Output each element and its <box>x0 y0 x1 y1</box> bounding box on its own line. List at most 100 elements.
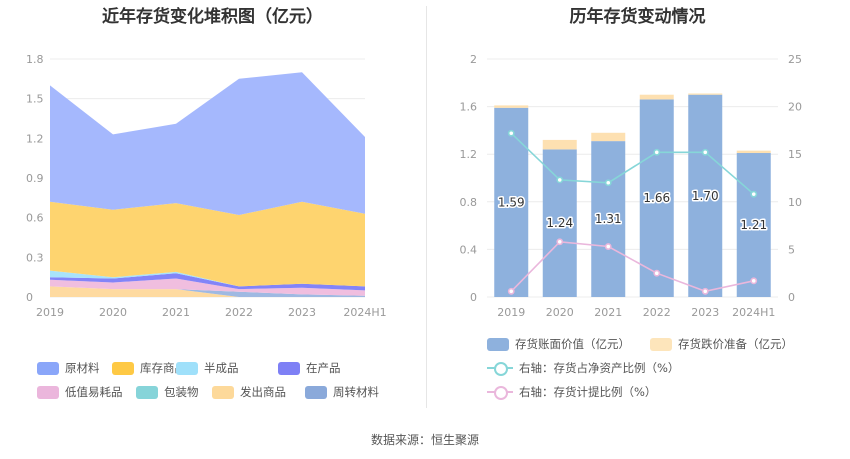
legend-swatch <box>37 361 59 375</box>
line-point <box>653 148 661 156</box>
right-x-tick-label: 2020 <box>546 306 574 319</box>
left-y-tick-label: 1.2 <box>26 132 44 145</box>
legend-swatch <box>305 385 327 399</box>
bar-impairment <box>736 150 771 154</box>
legend-swatch <box>37 385 59 399</box>
right-x-tick-label: 2019 <box>497 306 525 319</box>
right-y-tick-label: 0.8 <box>460 196 478 209</box>
bar-book-value <box>591 141 626 297</box>
right-y-tick-label: 0.4 <box>460 243 478 256</box>
legend-swatch <box>136 385 158 399</box>
legend-label: 在产品 <box>306 361 341 375</box>
left-y-tick-label: 0.3 <box>26 251 44 264</box>
legend-item-semi-finished[interactable]: 半成品 <box>176 360 239 376</box>
legend-label: 存货账面价值（亿元） <box>515 337 630 351</box>
left-x-tick-label: 2022 <box>225 306 253 319</box>
line-inventory-ratio <box>510 132 755 195</box>
area-series <box>50 72 365 215</box>
left-x-tick-label: 2020 <box>99 306 127 319</box>
area-series <box>50 270 365 287</box>
right-x-tick-label: 2024H1 <box>732 306 775 319</box>
legend-swatch <box>487 337 509 351</box>
bar-impairment <box>639 94 674 100</box>
line-point <box>604 243 612 250</box>
line-point <box>556 176 564 184</box>
legend-item-provision-ratio[interactable]: 右轴：存货计提比例（%） <box>487 384 656 400</box>
legend-swatch <box>212 385 234 399</box>
legend-label: 库存商品 <box>140 361 186 375</box>
right-y2-tick-label: 10 <box>788 196 802 209</box>
legend-item-inventory-ratio[interactable]: 右轴：存货占净资产比例（%） <box>487 360 679 376</box>
legend-label: 原材料 <box>65 361 100 375</box>
legend-swatch <box>112 361 134 375</box>
bar-book-value <box>494 107 529 297</box>
legend-item-packaging[interactable]: 包装物 <box>136 384 199 400</box>
bar-book-value <box>639 99 674 298</box>
line-point <box>507 129 515 137</box>
area-series <box>50 286 365 297</box>
legend-label: 包装物 <box>164 385 199 399</box>
legend-item-impairment[interactable]: 存货跌价准备（亿元） <box>650 336 793 352</box>
right-y-tick-label: 2 <box>470 53 477 66</box>
bar-impairment <box>591 132 626 142</box>
legend-item-finished-goods[interactable]: 库存商品 <box>112 360 186 376</box>
right-y-tick-label: 1.2 <box>460 148 478 161</box>
legend-label: 右轴：存货计提比例（%） <box>519 385 657 399</box>
legend-item-wip[interactable]: 在产品 <box>278 360 341 376</box>
line-point <box>750 277 758 285</box>
panel-divider <box>426 6 427 408</box>
legend-swatch <box>176 361 198 375</box>
bar-value-label: 1.66 <box>643 191 670 205</box>
right-y-tick-label: 0 <box>470 291 477 304</box>
line-point <box>653 269 661 277</box>
right-y-tick-label: 1.6 <box>460 101 478 114</box>
bar-value-label: 1.70 <box>692 189 719 203</box>
bar-value-label: 1.31 <box>595 212 622 226</box>
line-point <box>507 287 515 295</box>
line-point <box>701 287 709 295</box>
legend-item-turnover-materials[interactable]: 周转材料 <box>305 384 379 400</box>
right-y2-tick-label: 15 <box>788 148 802 161</box>
legend-item-raw-material[interactable]: 原材料 <box>37 360 100 376</box>
legend-label: 发出商品 <box>240 385 286 399</box>
area-series <box>50 201 365 287</box>
line-point <box>701 148 709 156</box>
bar-value-label: 1.24 <box>546 216 573 230</box>
left-y-tick-label: 0 <box>26 291 33 304</box>
left-y-tick-label: 0.9 <box>26 172 44 185</box>
bar-impairment <box>542 139 577 150</box>
left-x-tick-label: 2024H1 <box>343 306 386 319</box>
left-x-tick-label: 2021 <box>162 306 190 319</box>
right-y2-tick-label: 20 <box>788 101 802 114</box>
left-x-tick-label: 2023 <box>288 306 316 319</box>
right-y2-tick-label: 25 <box>788 53 802 66</box>
bar-book-value <box>736 153 771 297</box>
line-point <box>750 190 758 198</box>
line-point <box>556 238 564 246</box>
legend-swatch <box>650 337 672 351</box>
legend-item-low-value[interactable]: 低值易耗品 <box>37 384 123 400</box>
area-series <box>50 286 365 297</box>
left-y-tick-label: 0.6 <box>26 212 44 225</box>
left-y-tick-label: 1.5 <box>26 93 44 106</box>
legend-label: 右轴：存货占净资产比例（%） <box>519 361 680 375</box>
data-source: 数据来源：恒生聚源 <box>370 433 479 447</box>
left-x-tick-label: 2019 <box>36 306 64 319</box>
legend-label: 周转材料 <box>333 385 379 399</box>
area-series <box>50 273 365 291</box>
legend-label: 低值易耗品 <box>65 385 123 399</box>
bar-book-value <box>542 149 577 297</box>
legend-item-book-value[interactable]: 存货账面价值（亿元） <box>487 336 630 352</box>
legend-label: 存货跌价准备（亿元） <box>678 337 793 351</box>
legend-item-goods-shipped[interactable]: 发出商品 <box>212 384 286 400</box>
line-provision-ratio <box>510 240 754 293</box>
bar-value-label: 1.21 <box>740 218 767 232</box>
bar-impairment <box>688 93 723 95</box>
legend-line-marker <box>487 361 513 376</box>
bar-impairment <box>494 105 529 108</box>
area-series <box>50 278 365 296</box>
legend-label: 半成品 <box>204 361 239 375</box>
right-x-tick-label: 2023 <box>691 306 719 319</box>
bar-value-label: 1.59 <box>498 195 525 209</box>
